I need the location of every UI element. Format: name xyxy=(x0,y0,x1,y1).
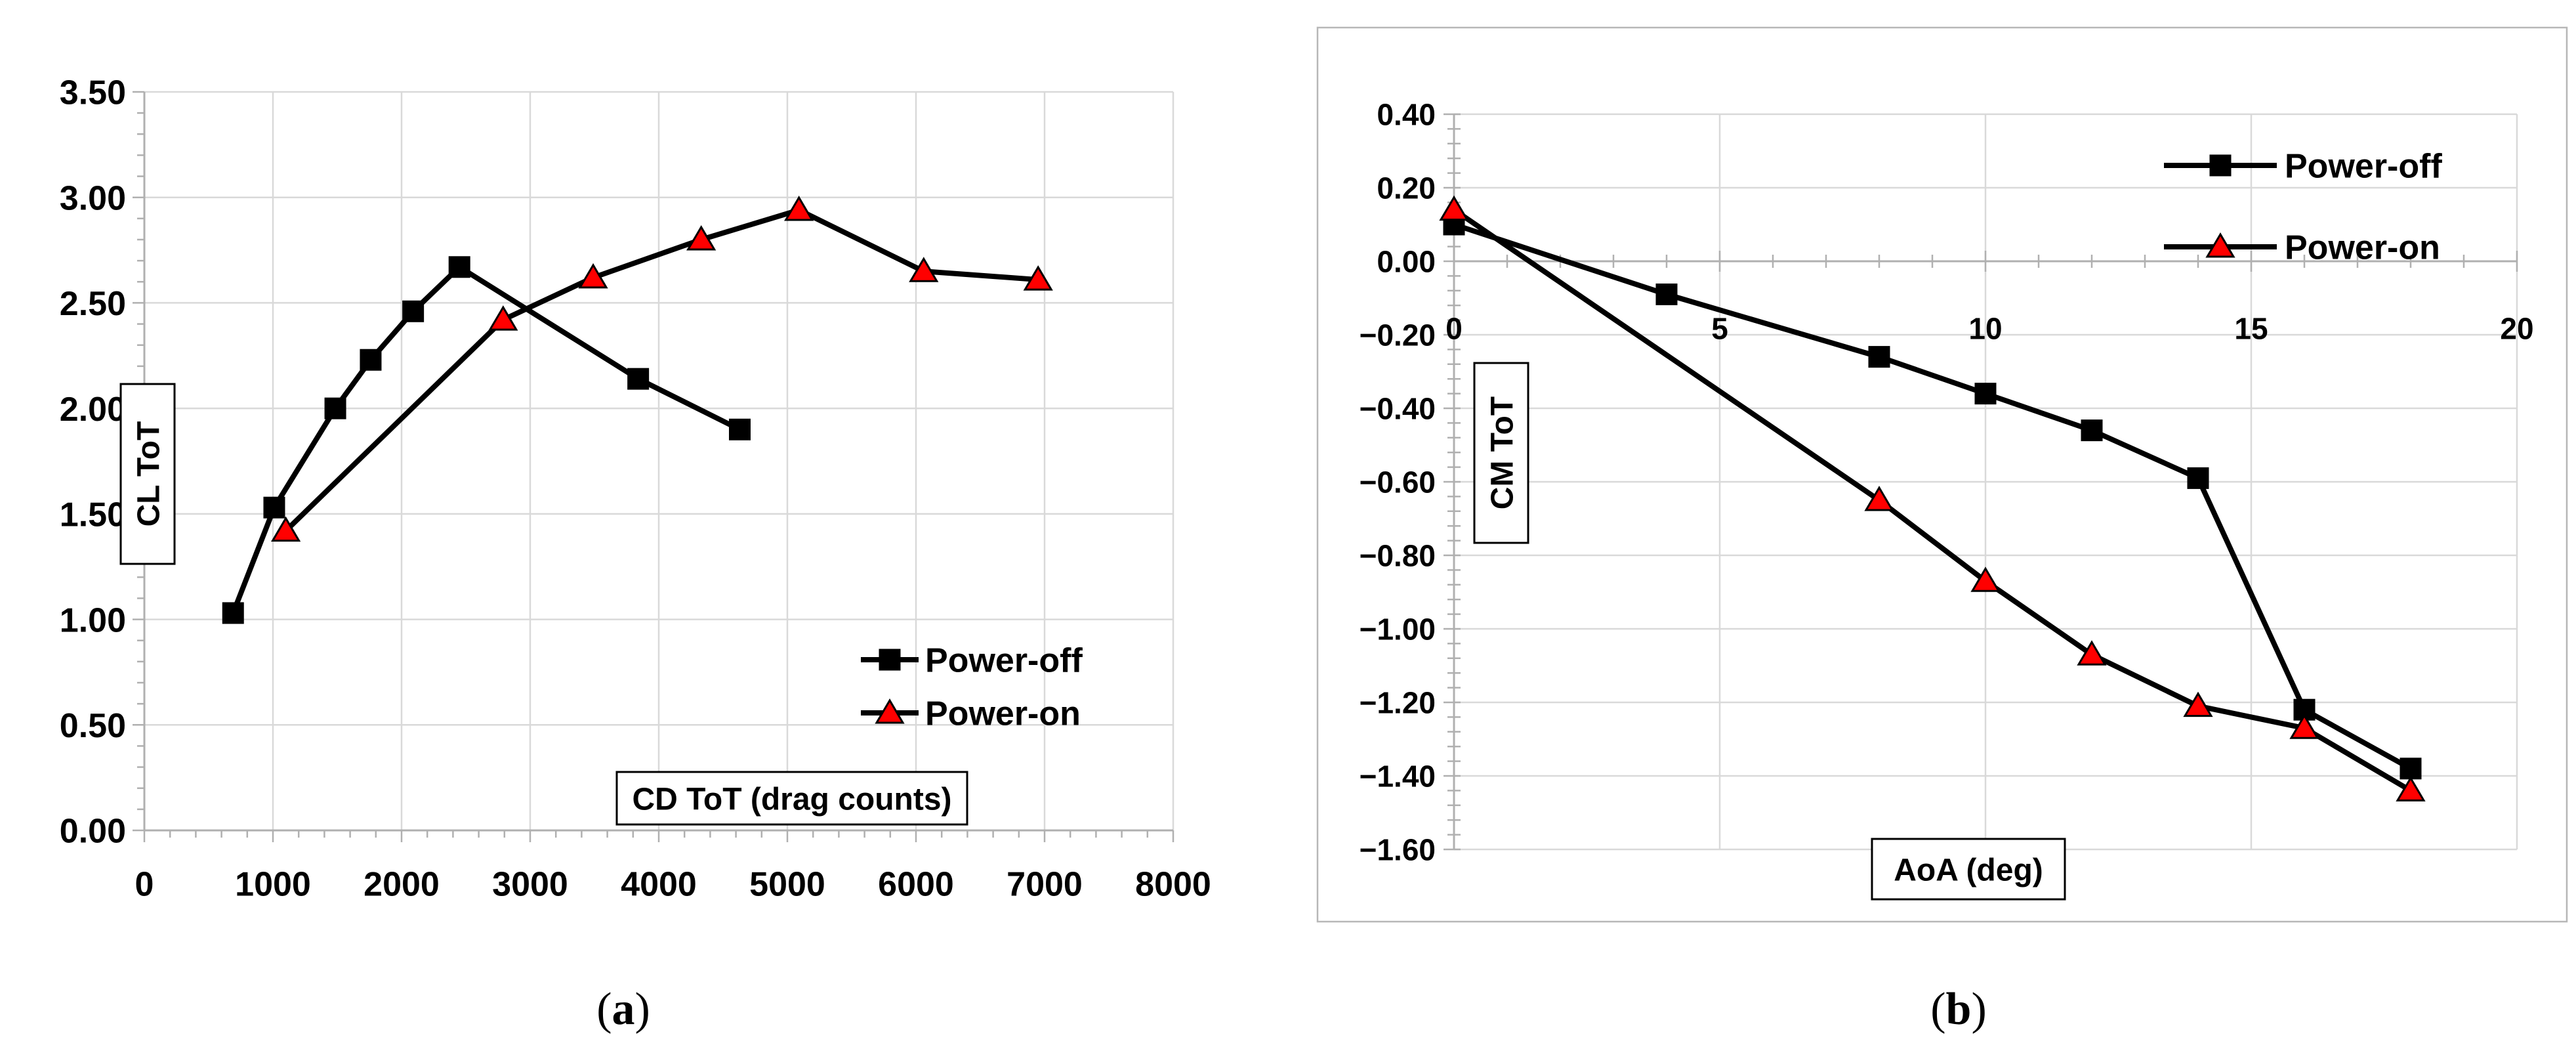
legend-label: Power-on xyxy=(2285,229,2440,267)
y-axis-title: CL ToT xyxy=(131,421,166,527)
y-tick-label: 0.50 xyxy=(60,707,126,745)
legend-label: Power-on xyxy=(925,695,1081,733)
data-point-marker-square xyxy=(1974,383,1997,405)
y-tick-label: −1.40 xyxy=(1360,759,1436,794)
legend-item-power-off: Power-off xyxy=(2164,148,2442,186)
x-tick-label: 15 xyxy=(2234,312,2268,346)
x-axis-title-box xyxy=(1871,838,2066,901)
x-tick-label: 5000 xyxy=(749,866,825,904)
y-tick-label: 3.00 xyxy=(60,179,126,217)
legend-item-power-on: Power-on xyxy=(2164,229,2440,267)
x-tick-label: 4000 xyxy=(621,866,697,904)
x-tick-label: 2000 xyxy=(364,866,440,904)
caption-paren: ( xyxy=(596,984,612,1035)
data-point-marker-square xyxy=(2187,467,2209,489)
data-point-marker-triangle xyxy=(784,196,814,221)
y-tick-label: 2.50 xyxy=(60,285,126,323)
data-point-marker-square xyxy=(879,649,901,671)
data-point-marker-triangle xyxy=(2205,232,2235,258)
series-line-power-off xyxy=(1451,222,2413,771)
x-axis-title: CD ToT (drag counts) xyxy=(632,782,951,817)
panel-border xyxy=(1316,26,2568,923)
data-point-marker-triangle xyxy=(578,263,608,289)
y-tick-label: −0.80 xyxy=(1360,539,1436,573)
data-point-marker-triangle xyxy=(488,305,518,331)
x-tick-label: 0 xyxy=(1445,312,1463,346)
x-axis-title: AoA (deg) xyxy=(1894,853,2043,887)
y-tick-label: 1.00 xyxy=(60,601,126,639)
panel-a: 0 1000 2000 3000 4000 5000 6000 7000 8000 0.00 0.5… xyxy=(60,74,1211,904)
legend-label: Power-off xyxy=(2285,148,2442,186)
data-point-marker-square xyxy=(2209,154,2232,177)
panel-b: 0 5 10 15 20 0.40 0.20 0.00 −0.20 −0.40 −0.60 −0.80… xyxy=(1316,26,2568,923)
series-line-power-off xyxy=(230,264,743,616)
caption-letter: b xyxy=(1945,984,1972,1035)
y-tick-label: −1.60 xyxy=(1360,833,1436,867)
x-tick-label: 8000 xyxy=(1135,866,1211,904)
data-point-marker-square xyxy=(728,418,751,440)
y-tick-label: 0.00 xyxy=(1377,245,1436,279)
x-tick-label: 6000 xyxy=(878,866,954,904)
data-point-marker-triangle xyxy=(1970,566,2001,592)
y-tick-label: 0.20 xyxy=(1377,171,1436,205)
y-tick-label: 0.40 xyxy=(1377,98,1436,132)
x-tick-label: 5 xyxy=(1711,312,1728,346)
legend-item-power-on: Power-on xyxy=(861,695,1081,733)
y-tick-label: −0.20 xyxy=(1360,318,1436,353)
data-point-marker-square xyxy=(324,397,346,419)
data-point-marker-square xyxy=(2399,758,2422,780)
data-point-marker-triangle xyxy=(1864,486,1894,511)
data-point-marker-triangle xyxy=(686,225,717,251)
legend-item-power-off: Power-off xyxy=(861,642,1083,680)
data-point-marker-square xyxy=(222,602,244,624)
caption-paren: ( xyxy=(1930,984,1946,1035)
data-point-marker-triangle xyxy=(1439,195,1469,221)
data-point-marker-triangle xyxy=(270,516,301,542)
series-line-power-on xyxy=(283,207,1041,534)
caption-letter: a xyxy=(612,984,635,1035)
y-axis-title: CM ToT xyxy=(1485,396,1520,509)
data-point-marker-triangle xyxy=(2396,776,2426,801)
data-point-marker-square xyxy=(627,368,650,390)
data-point-marker-square xyxy=(360,349,382,371)
y-axis-title-box xyxy=(1473,362,1529,544)
data-point-marker-square xyxy=(402,300,425,322)
y-tick-label: −1.00 xyxy=(1360,612,1436,647)
x-tick-label: 7000 xyxy=(1007,866,1083,904)
caption-paren: ) xyxy=(1971,984,1987,1035)
legend-label: Power-off xyxy=(925,642,1083,680)
y-tick-label: 0.00 xyxy=(60,813,126,851)
x-tick-label: 0 xyxy=(135,866,154,904)
y-tick-label: 3.50 xyxy=(60,74,126,112)
caption-paren: ) xyxy=(634,984,650,1035)
x-axis-title-box xyxy=(615,771,968,826)
panel-b-caption: (b) xyxy=(1827,983,2090,1036)
data-point-marker-square xyxy=(448,256,470,278)
data-point-marker-triangle xyxy=(2183,691,2213,717)
data-point-marker-triangle xyxy=(2289,714,2319,739)
panel-a-caption: (a) xyxy=(492,983,755,1036)
series-line-power-on xyxy=(1451,207,2413,794)
data-point-marker-triangle xyxy=(1023,265,1053,291)
y-tick-label: −0.60 xyxy=(1360,465,1436,500)
data-point-marker-triangle xyxy=(909,257,939,282)
y-axis-title-box xyxy=(119,383,176,565)
x-tick-label: 10 xyxy=(1968,312,2002,346)
y-tick-label: 1.50 xyxy=(60,496,126,534)
y-tick-label: −1.20 xyxy=(1360,686,1436,720)
x-tick-label: 3000 xyxy=(492,866,568,904)
data-point-marker-square xyxy=(263,496,285,519)
data-point-marker-square xyxy=(1868,346,1890,368)
y-tick-label: 2.00 xyxy=(60,391,126,429)
data-point-marker-square xyxy=(2081,419,2103,442)
data-point-marker-square xyxy=(1655,283,1678,305)
data-point-marker-triangle xyxy=(875,698,905,724)
data-point-marker-triangle xyxy=(2077,640,2107,666)
x-tick-label: 20 xyxy=(2500,312,2533,346)
y-tick-label: −0.40 xyxy=(1360,392,1436,426)
x-tick-label: 1000 xyxy=(235,866,311,904)
